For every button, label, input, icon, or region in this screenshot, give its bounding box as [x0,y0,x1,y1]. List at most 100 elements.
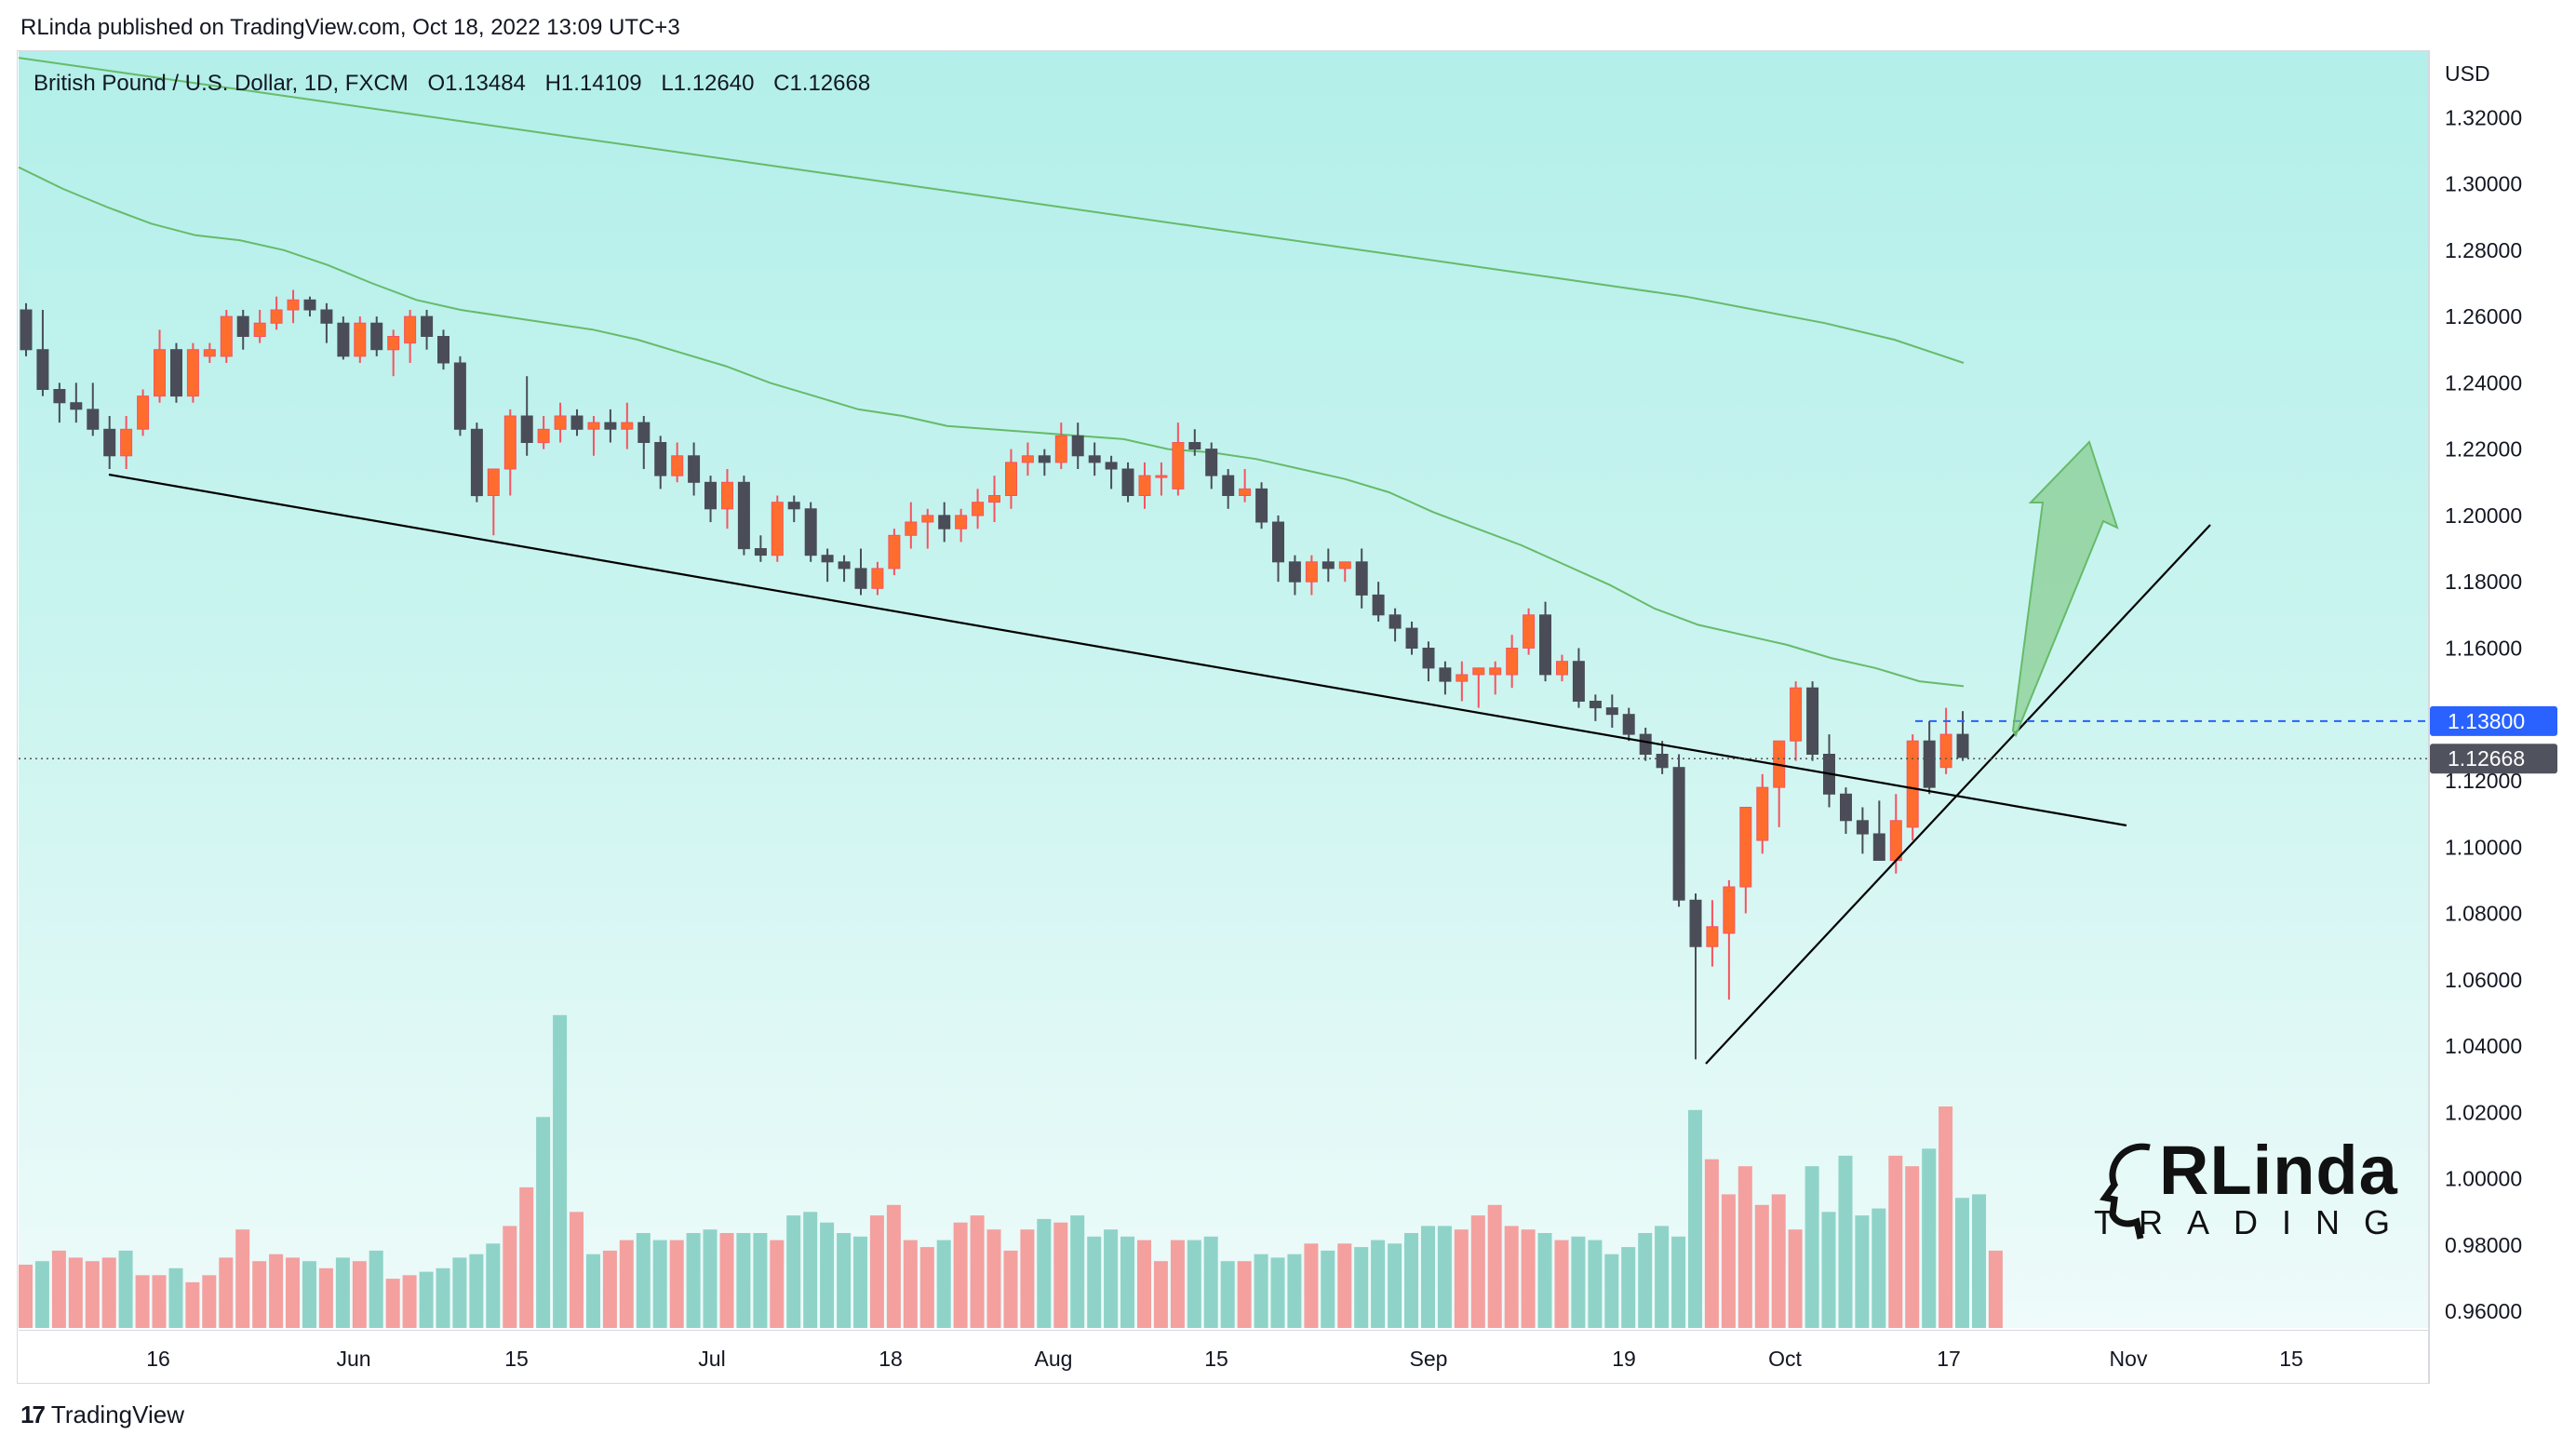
volume-bar [1371,1240,1386,1328]
volume-bar [1588,1240,1603,1328]
ma-200-line [18,57,1965,364]
volume-bar [1287,1254,1302,1328]
volume-bar [436,1267,450,1328]
candle-body [704,481,717,510]
price-tick-label: 1.32000 [2445,105,2522,129]
candle-body [654,442,667,476]
volume-bar [553,1014,568,1328]
volume-bar [1187,1240,1201,1328]
rlinda-watermark: RLinda TRADING [2094,1131,2397,1242]
candle-body [804,508,817,556]
bullish-arrow [2011,440,2119,738]
volume-bar [919,1247,934,1328]
volume-bar [1537,1233,1552,1328]
volume-bar [986,1229,1001,1328]
candle-body [1456,674,1469,682]
volume-bar [1922,1148,1937,1328]
candle-body [1372,594,1385,616]
candle-body [721,481,733,510]
time-axis[interactable] [19,1330,2428,1383]
candle-body [821,555,834,563]
candle-body [1706,926,1719,947]
candle-body [905,521,918,536]
volume-bar [1254,1254,1268,1328]
time-tick-label: 17 [1937,1347,1961,1371]
volume-bar [118,1250,133,1328]
axis-labels: USD 1.32000 1.30000 1.28000 1.26000 1.24000 1.… [146,61,2557,1371]
volume-bar [636,1233,651,1328]
candle-body [1472,667,1485,676]
candle-body [20,309,33,351]
volume-bar [1771,1194,1786,1328]
volume-bar [1888,1155,1903,1328]
candle-body [1856,820,1869,835]
candle-body [1672,767,1685,901]
volume-bar [318,1267,333,1328]
volume-bar [85,1261,100,1328]
volume-bar [1721,1194,1736,1328]
candle-body [1756,786,1769,841]
volume-bar [1020,1229,1035,1328]
volume-bar [1337,1243,1352,1328]
tradingview-logo-icon: 17 [20,1401,46,1428]
candle-body [1188,442,1201,450]
face-logo-icon [2100,1143,2151,1240]
candle-body [1889,820,1902,862]
volume-bar [853,1236,867,1328]
volume-bar [1905,1166,1920,1328]
volume-bar [1988,1250,2003,1328]
candle-body [53,389,66,404]
candle-body [1105,462,1118,470]
volume-bar [536,1117,551,1328]
candle-body [270,309,283,324]
target-price-badge [2430,705,2557,736]
candle-body [337,322,350,357]
candle-body [1790,687,1803,742]
volume-bar [1604,1254,1619,1328]
footer-brand[interactable]: 17 TradingView [20,1401,184,1429]
candle-body [771,502,784,556]
candle-body [754,548,767,556]
volume-bar [869,1215,884,1328]
volume-bar [469,1254,484,1328]
volume-bar [753,1233,768,1328]
volume-bar [1855,1215,1870,1328]
candle-body [1088,455,1101,463]
legend-high: H1.14109 [544,71,642,96]
candle-body [1806,687,1819,756]
candle-body [404,315,417,344]
volume-bar [402,1275,417,1328]
candle-body [888,534,901,570]
candle-body [1021,455,1034,463]
candle-body [1639,733,1652,755]
candle-body [1723,886,1736,934]
time-tick-label: 15 [2279,1347,2303,1371]
candle-body [354,322,367,357]
volume-bar [1788,1229,1803,1328]
candle-body [854,568,867,589]
last-price-label: 1.12668 [2448,746,2525,771]
watermark-top: RLinda [2159,1132,2398,1209]
volume-bar [1754,1204,1769,1328]
candles [20,289,1969,1060]
volume-bar [19,1265,33,1328]
volume-bar [1554,1240,1569,1328]
time-tick-label: 15 [1204,1347,1228,1371]
volume-bar [820,1222,835,1328]
volume-bar [1104,1229,1119,1328]
candle-body [621,422,634,430]
volume-bar [903,1240,918,1328]
footer-brand-label: TradingView [50,1401,184,1428]
volume-bar [652,1240,667,1328]
candle-body [303,299,316,311]
candle-body [938,515,951,530]
price-tick-label: 1.24000 [2445,370,2522,395]
candle-body [1572,661,1585,703]
price-tick-label: 1.26000 [2445,304,2522,328]
volume-bar [803,1212,818,1328]
candle-body [220,315,233,357]
candle-body [1272,521,1284,563]
volume-bar [586,1254,600,1328]
candle-body [587,422,600,430]
